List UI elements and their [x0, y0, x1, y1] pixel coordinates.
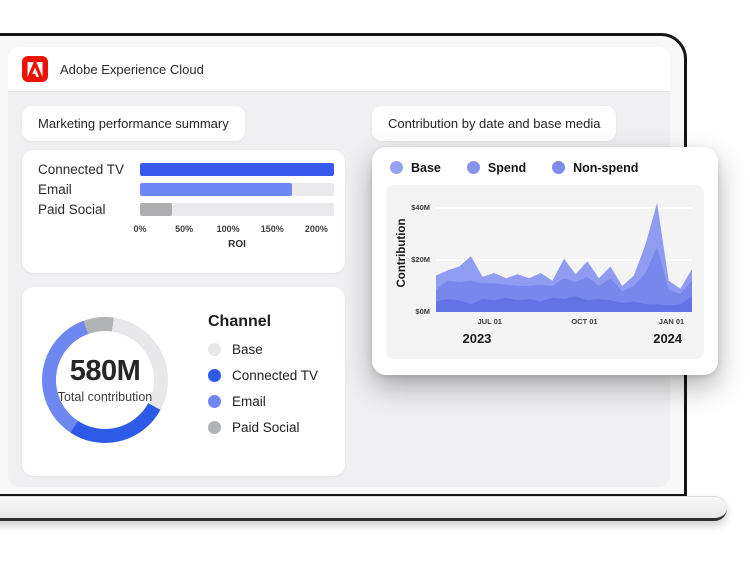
contribution-legend-item[interactable]: Spend	[466, 160, 527, 175]
donut-chart[interactable]: 580M Total contribution	[42, 317, 168, 443]
roi-tick-label: 100%	[216, 224, 240, 234]
channel-legend-item-dot-icon	[208, 369, 221, 382]
x-tick-label: JAN 01	[658, 317, 685, 326]
channel-legend-item-label: Paid Social	[232, 420, 300, 435]
contribution-legend-item-label: Non-spend	[573, 160, 639, 175]
donut-total-value: 580M	[69, 355, 141, 388]
channel-legend-item[interactable]: Connected TV	[208, 367, 318, 384]
channel-legend-title: Channel	[208, 313, 272, 330]
bar-row: Email	[22, 182, 345, 197]
bar-category-label: Paid Social	[38, 202, 106, 217]
bar-track[interactable]	[140, 183, 334, 196]
bar-row: Connected TV	[22, 162, 345, 177]
roi-tick-label: 0%	[133, 224, 147, 234]
contribution-legend-item[interactable]: Non-spend	[552, 160, 638, 175]
y-tick-label: $40M	[411, 203, 430, 212]
contribution-legend-item-label: Base	[411, 160, 441, 175]
bar-fill	[140, 183, 292, 196]
bar-category-label: Email	[38, 182, 72, 197]
adobe-logo-icon[interactable]	[22, 56, 48, 82]
donut-total-label: Total contribution	[57, 389, 153, 404]
channel-legend: Channel Base Connected TV Email Paid Social	[208, 313, 318, 445]
contribution-legend-item-label: Spend	[487, 160, 527, 175]
bar-track[interactable]	[140, 163, 334, 176]
channel-legend-item-label: Email	[232, 394, 266, 409]
laptop-base	[0, 496, 727, 521]
contribution-legend-item[interactable]: Base	[390, 160, 441, 175]
channel-donut-card[interactable]: 580M Total contribution Channel Base Conn…	[22, 287, 345, 476]
roi-tick-label: 50%	[175, 224, 194, 234]
area-series-base	[436, 296, 692, 312]
roi-axis-ticks: 0% 50% 100% 150% 200%	[133, 224, 334, 236]
area-chart-plot[interactable]	[436, 195, 692, 312]
roi-axis-label: ROI	[228, 239, 246, 250]
app-topbar: Adobe Experience Cloud	[8, 47, 670, 92]
x-tick-label: OCT 01	[571, 317, 598, 326]
y-tick-label: $0M	[415, 307, 430, 316]
contribution-legend: Base Spend Non-spend	[372, 147, 718, 175]
bar-row: Paid Social	[22, 202, 345, 217]
contribution-chart-panel[interactable]: Contribution $0M $20M $40M JUL 01 OCT 01 JAN …	[386, 185, 704, 359]
bar-category-label: Connected TV	[38, 162, 125, 177]
y-axis-label: Contribution	[396, 218, 408, 288]
roi-axis-label-row: ROI	[22, 239, 345, 253]
contribution-legend-item-dot-icon	[552, 161, 566, 174]
x-tick-label: JUL 01	[477, 317, 502, 326]
channel-legend-item-label: Base	[232, 342, 263, 357]
contribution-legend-item-dot-icon	[466, 161, 480, 174]
channel-legend-items: Base Connected TV Email Paid Social	[208, 341, 318, 436]
roi-tick-label: 150%	[260, 224, 284, 234]
bar-fill	[140, 163, 334, 176]
channel-legend-item-dot-icon	[208, 343, 221, 356]
area-series-spend	[436, 247, 692, 312]
channel-legend-item[interactable]: Email	[208, 393, 318, 410]
roi-bar-rows: Connected TV Email Paid Social	[22, 162, 345, 217]
year-label: 2024	[653, 331, 683, 346]
contribution-legend-item-dot-icon	[390, 161, 403, 174]
roi-bar-chart-card[interactable]: Connected TV Email Paid Social 0% 50% 100% 15…	[22, 150, 345, 273]
channel-legend-item[interactable]: Paid Social	[208, 419, 318, 436]
roi-tick-label: 200%	[304, 224, 328, 234]
bar-fill	[140, 203, 172, 216]
channel-legend-item-label: Connected TV	[232, 368, 319, 383]
channel-legend-item-dot-icon	[208, 421, 221, 434]
right-section-title: Contribution by date and base media	[372, 106, 617, 141]
contribution-chart-card[interactable]: Base Spend Non-spend Contribution $0M $20M $…	[372, 147, 718, 375]
donut-center: 580M Total contribution	[56, 331, 154, 429]
adobe-a-glyph	[27, 61, 43, 77]
brand-title: Adobe Experience Cloud	[60, 61, 204, 77]
left-section-title: Marketing performance summary	[22, 106, 245, 141]
bar-track[interactable]	[140, 203, 334, 216]
year-label: 2023	[462, 331, 492, 346]
channel-legend-item-dot-icon	[208, 395, 221, 408]
y-tick-label: $20M	[411, 255, 430, 264]
channel-legend-item[interactable]: Base	[208, 341, 318, 358]
